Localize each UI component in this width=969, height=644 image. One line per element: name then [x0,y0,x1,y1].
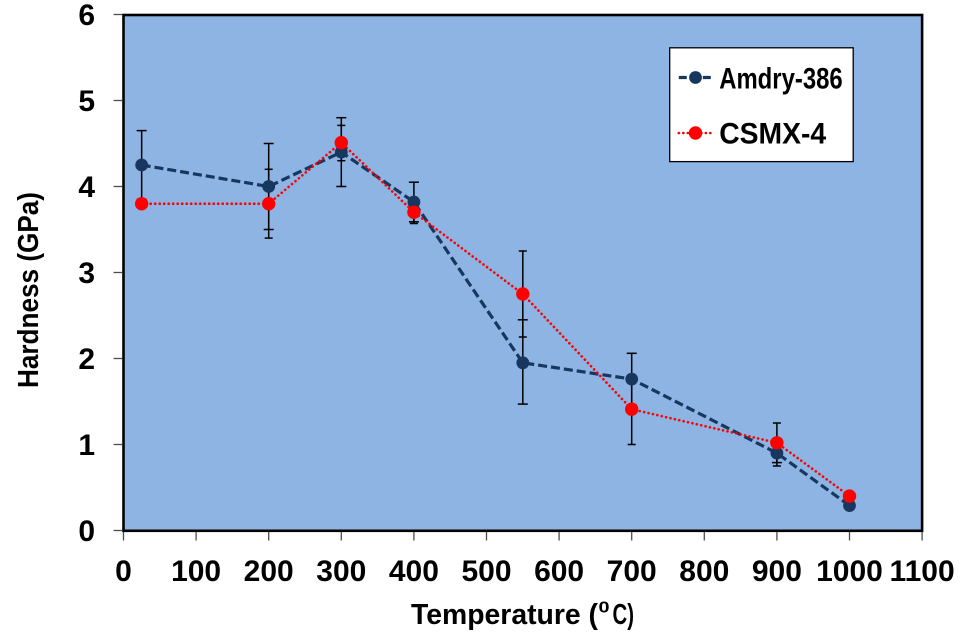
svg-text:Temperature (: Temperature ( [411,599,599,631]
svg-text:Amdry-386: Amdry-386 [719,63,843,96]
svg-text:700: 700 [607,555,657,588]
svg-text:600: 600 [534,555,584,588]
svg-text:1100: 1100 [890,555,955,588]
svg-text:0: 0 [78,515,95,548]
svg-text:200: 200 [244,555,294,588]
svg-text:Hardness (GPa): Hardness (GPa) [13,192,45,388]
svg-text:0: 0 [599,600,610,617]
svg-text:2: 2 [78,343,95,376]
svg-text:300: 300 [316,555,366,588]
svg-text:1000: 1000 [816,555,883,588]
svg-text:100: 100 [171,555,221,588]
svg-text:900: 900 [752,555,802,588]
svg-text:800: 800 [679,555,729,588]
svg-text:C): C) [613,599,635,631]
svg-text:5: 5 [78,85,95,118]
svg-text:400: 400 [389,555,439,588]
svg-text:500: 500 [461,555,511,588]
svg-text:4: 4 [78,171,95,204]
svg-text:1: 1 [78,429,95,462]
svg-text:3: 3 [78,257,95,290]
svg-text:6: 6 [78,0,95,32]
svg-text:0: 0 [115,555,132,588]
svg-text:CSMX-4: CSMX-4 [719,118,826,151]
